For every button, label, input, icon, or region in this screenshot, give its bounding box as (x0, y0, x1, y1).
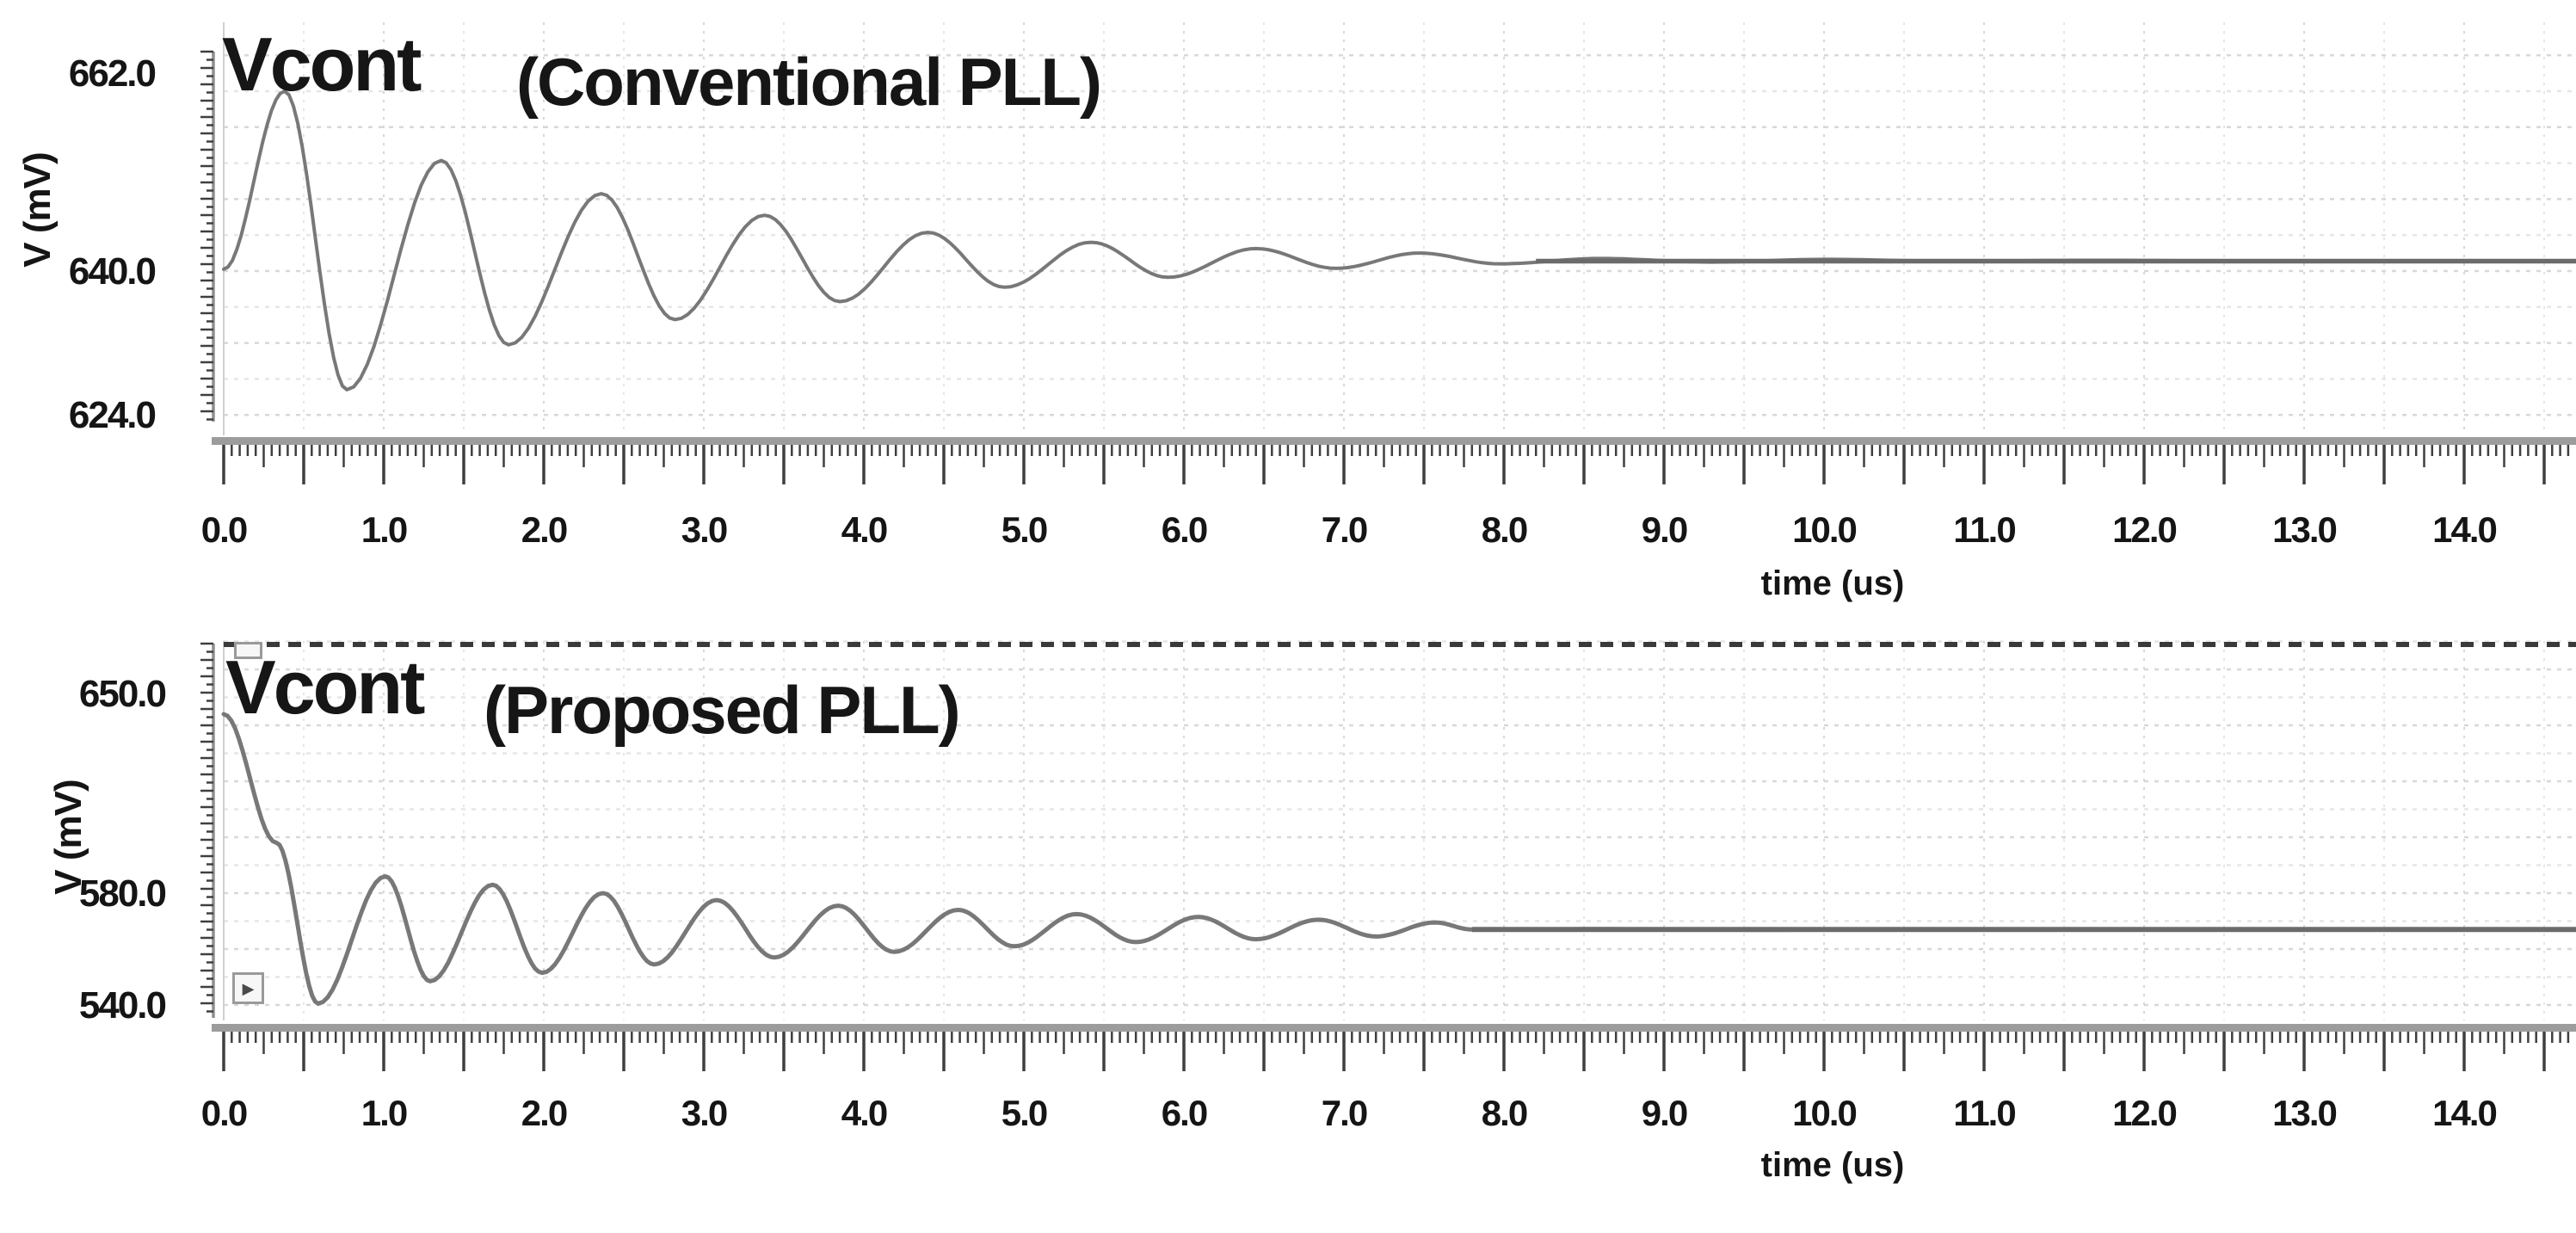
vcont-waveform (222, 89, 2576, 391)
x-tick-label: 0.0 (201, 509, 247, 550)
x-tick-label: 6.0 (1162, 1093, 1207, 1133)
x-tick-label: 13.0 (2272, 1093, 2336, 1133)
trace-marker-box[interactable]: ▶ (232, 972, 264, 1004)
chart-title-proposed: (Proposed PLL) (484, 672, 961, 748)
y-axis-title-proposed: V (mV) (47, 780, 89, 895)
chart-conventional: 0.0 1.0 2.0 3.0 4.0 5.0 6.0 7.0 8.0 9.0 10.0 11.0 12… (200, 22, 2576, 550)
x-tick-label: 14.0 (2432, 1093, 2496, 1133)
x-tick-label: 11.0 (1953, 1093, 2015, 1133)
x-tick-label: 1.0 (361, 509, 407, 550)
y-axis-title-conventional: V (mV) (16, 152, 59, 268)
x-tick-label: 2.0 (521, 1093, 567, 1133)
vcont-waveform (221, 712, 2576, 1006)
x-tick-label: 5.0 (1001, 1093, 1047, 1133)
x-axis-title-conventional: time (us) (1760, 564, 1905, 602)
x-tick-label: 2.0 (521, 509, 567, 550)
y-tick-label: 662.0 (68, 52, 157, 95)
trace-label-conventional: Vcont (222, 22, 422, 107)
x-tick-label: 12.0 (2112, 509, 2176, 550)
y-tick-label: 580.0 (78, 872, 167, 915)
x-tick-label: 8.0 (1482, 509, 1527, 550)
x-tick-label: 4.0 (841, 1093, 887, 1133)
x-axis-bar (212, 1024, 2576, 1032)
y-tick-label: 624.0 (68, 394, 157, 436)
x-axis-title-proposed: time (us) (1760, 1146, 1905, 1184)
x-tick-label: 9.0 (1642, 509, 1687, 550)
x-tick-label: 5.0 (1001, 509, 1047, 550)
x-tick-label: 1.0 (361, 1093, 407, 1133)
x-tick-label: 10.0 (1792, 509, 1856, 550)
play-icon: ▶ (242, 979, 255, 997)
x-tick-label: 8.0 (1482, 1093, 1527, 1133)
x-tick-label: 11.0 (1953, 509, 2015, 550)
x-axis-bar (212, 437, 2576, 445)
chart-proposed: 0.0 1.0 2.0 3.0 4.0 5.0 6.0 7.0 8.0 9.0 10.0 11.0 12… (200, 640, 2576, 1133)
x-tick-label: 10.0 (1792, 1093, 1856, 1133)
x-tick-label: 3.0 (681, 1093, 727, 1133)
chart-title-conventional: (Conventional PLL) (516, 44, 1102, 120)
x-tick-label: 14.0 (2432, 509, 2496, 550)
trace-marker-box-top[interactable] (234, 642, 262, 659)
x-tick-label: 3.0 (681, 509, 727, 550)
x-tick-label: 0.0 (201, 1093, 247, 1133)
y-tick-label: 540.0 (78, 984, 167, 1026)
x-tick-label: 12.0 (2112, 1093, 2176, 1133)
y-tick-label: 650.0 (78, 673, 167, 715)
x-tick-label: 6.0 (1162, 509, 1207, 550)
x-tick-label: 9.0 (1642, 1093, 1687, 1133)
x-tick-label: 7.0 (1322, 509, 1367, 550)
x-tick-label: 7.0 (1322, 1093, 1367, 1133)
y-tick-label: 640.0 (68, 250, 157, 293)
x-tick-label: 4.0 (841, 509, 887, 550)
x-tick-label: 13.0 (2272, 509, 2336, 550)
